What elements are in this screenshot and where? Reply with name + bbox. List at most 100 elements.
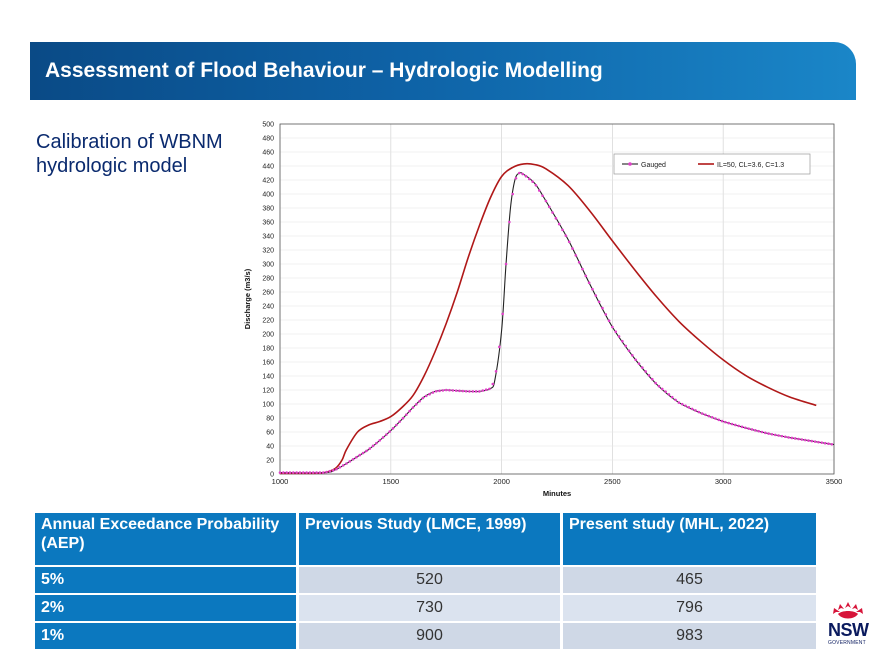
gauged-marker xyxy=(641,366,644,369)
slide-title: Assessment of Flood Behaviour – Hydrolog… xyxy=(45,59,603,82)
aep-value: 1% xyxy=(35,623,299,649)
y-tick-label: 320 xyxy=(262,248,274,255)
gauged-marker xyxy=(793,437,797,440)
gauged-marker xyxy=(381,436,385,439)
y-tick-label: 0 xyxy=(270,472,274,479)
y-tick-label: 60 xyxy=(266,430,274,437)
gauged-marker xyxy=(591,287,594,291)
gauged-marker xyxy=(444,388,448,392)
gauged-marker xyxy=(790,436,794,440)
gauged-marker xyxy=(338,465,342,469)
gauged-marker xyxy=(803,438,807,442)
gauged-marker xyxy=(318,471,322,474)
gauged-marker xyxy=(401,416,405,420)
gauged-marker xyxy=(747,427,750,430)
gauged-marker xyxy=(820,441,824,444)
gauged-marker xyxy=(521,172,524,176)
previous-value: 730 xyxy=(299,595,563,621)
gauged-marker xyxy=(634,358,637,362)
nsw-government-logo: NSW GOVERNMENT xyxy=(826,600,874,652)
gauged-marker xyxy=(414,403,418,406)
table-header-row: Annual Exceedance Probability (AEP) Prev… xyxy=(35,513,819,565)
gauged-marker xyxy=(508,220,511,224)
aep-value: 5% xyxy=(35,567,299,593)
x-tick-label: 3000 xyxy=(715,477,732,486)
table-row: 5% 520 465 xyxy=(35,567,819,593)
gauged-marker xyxy=(594,294,598,297)
gauged-marker xyxy=(524,174,528,178)
gauged-marker xyxy=(295,471,298,474)
y-tick-label: 420 xyxy=(262,178,274,185)
gauged-marker xyxy=(621,339,624,343)
gauged-marker xyxy=(335,467,338,471)
gauged-marker xyxy=(282,471,285,474)
gauged-marker xyxy=(484,388,488,392)
y-tick-label: 140 xyxy=(262,374,274,381)
gauged-marker xyxy=(664,390,667,393)
y-tick-label: 40 xyxy=(266,444,274,451)
gauged-marker xyxy=(687,406,691,409)
header-present: Present study (MHL, 2022) xyxy=(563,513,819,565)
gauged-marker xyxy=(827,442,830,446)
x-tick-label: 2500 xyxy=(604,477,621,486)
plot-area xyxy=(279,123,835,475)
gauged-marker xyxy=(421,396,425,400)
aep-value: 2% xyxy=(35,595,299,621)
gauged-marker xyxy=(767,432,770,435)
y-tick-label: 220 xyxy=(262,318,274,325)
gauged-marker xyxy=(554,217,558,220)
gauged-marker xyxy=(577,260,581,264)
gauged-marker xyxy=(488,387,491,391)
gauged-marker xyxy=(454,389,458,392)
gauged-marker xyxy=(358,453,362,457)
gauged-marker xyxy=(637,362,641,365)
gauged-marker xyxy=(325,470,328,474)
gauged-marker xyxy=(730,422,734,426)
series-line-model xyxy=(279,162,817,475)
gauged-marker xyxy=(441,389,445,392)
gauged-marker xyxy=(501,312,505,316)
y-tick-label: 20 xyxy=(266,458,274,465)
gauged-marker xyxy=(720,419,724,423)
x-tick-label: 2000 xyxy=(493,477,510,486)
gauged-marker xyxy=(388,430,391,433)
gauged-marker xyxy=(700,412,704,415)
gauged-marker xyxy=(680,402,684,406)
gauged-marker xyxy=(800,438,804,441)
gauged-marker xyxy=(355,455,358,459)
aep-table: Annual Exceedance Probability (AEP) Prev… xyxy=(35,511,819,651)
y-tick-label: 440 xyxy=(262,164,274,171)
legend-marker-gauged xyxy=(628,162,632,166)
gauged-marker xyxy=(611,325,614,329)
y-tick-label: 100 xyxy=(262,402,274,409)
y-tick-label: 200 xyxy=(262,332,274,339)
gauged-marker xyxy=(773,433,777,437)
y-axis-label: Discharge (m3/s) xyxy=(243,268,252,329)
gauged-marker xyxy=(660,387,664,391)
gauged-marker xyxy=(308,471,312,474)
gauged-marker xyxy=(657,384,661,388)
logo-subtext: GOVERNMENT xyxy=(828,640,866,646)
gauged-marker xyxy=(315,471,318,474)
gauged-marker xyxy=(305,471,308,474)
gauged-marker xyxy=(481,389,485,392)
gauged-marker xyxy=(757,429,760,433)
y-tick-label: 460 xyxy=(262,150,274,157)
waratah-icon xyxy=(833,602,863,619)
gauged-marker xyxy=(398,420,401,423)
table-row: 2% 730 796 xyxy=(35,595,819,621)
gauged-marker xyxy=(684,404,687,408)
gauged-marker xyxy=(587,281,591,285)
gauged-marker xyxy=(371,444,375,448)
gauged-marker xyxy=(391,427,395,430)
gauged-marker xyxy=(361,451,365,455)
gauged-marker xyxy=(690,407,694,411)
gauged-marker xyxy=(674,398,677,402)
gauged-marker xyxy=(667,393,671,396)
gauged-marker xyxy=(471,390,475,393)
gauged-marker xyxy=(395,423,398,427)
gauged-marker xyxy=(813,440,817,443)
gauged-marker xyxy=(348,460,352,463)
gauged-marker xyxy=(434,389,438,393)
gauged-marker xyxy=(783,435,787,439)
